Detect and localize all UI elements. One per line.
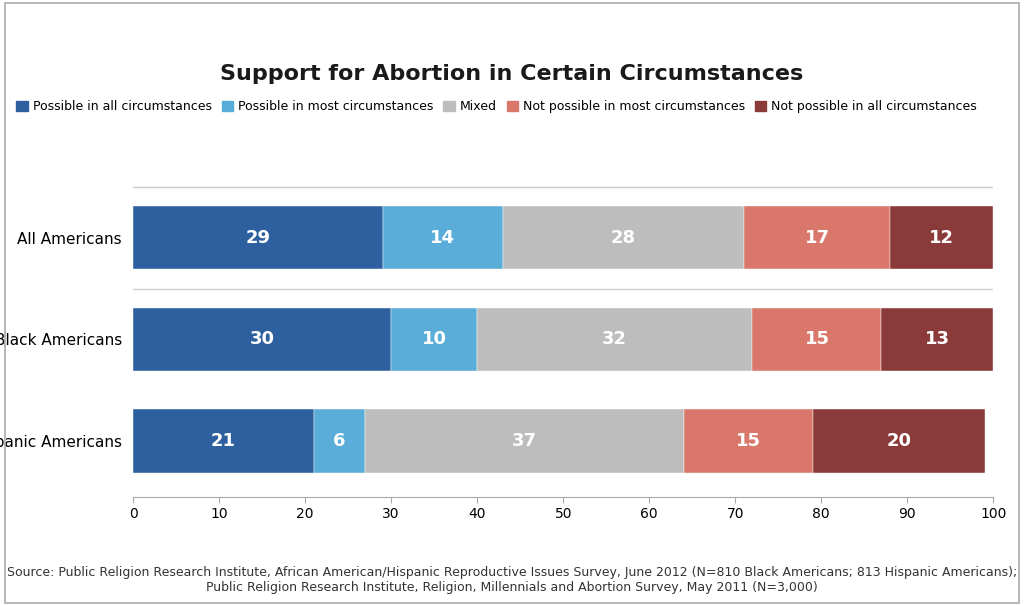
Bar [133, 410, 313, 473]
Bar [133, 206, 383, 269]
Bar [813, 410, 985, 473]
Text: 15: 15 [735, 432, 761, 450]
Text: 15: 15 [805, 330, 829, 348]
Bar [753, 308, 882, 371]
Text: 14: 14 [430, 228, 456, 247]
Text: 28: 28 [611, 228, 636, 247]
Bar [313, 410, 366, 473]
Text: 6: 6 [333, 432, 346, 450]
Text: Source: Public Religion Research Institute, African American/Hispanic Reproducti: Source: Public Religion Research Institu… [7, 566, 1017, 594]
Text: Support for Abortion in Certain Circumstances: Support for Abortion in Certain Circumst… [220, 64, 804, 84]
Text: 17: 17 [805, 228, 829, 247]
Text: 21: 21 [211, 432, 236, 450]
Bar [133, 308, 391, 371]
Bar [391, 308, 477, 371]
Text: 32: 32 [602, 330, 628, 348]
Text: 37: 37 [512, 432, 537, 450]
Text: 29: 29 [246, 228, 270, 247]
Text: 13: 13 [925, 330, 950, 348]
Bar [477, 308, 753, 371]
Bar [366, 410, 684, 473]
Bar [503, 206, 743, 269]
Bar [684, 410, 813, 473]
Bar [743, 206, 890, 269]
Bar [383, 206, 503, 269]
Text: 12: 12 [929, 228, 954, 247]
Text: 20: 20 [886, 432, 911, 450]
Bar [890, 206, 993, 269]
Text: 30: 30 [250, 330, 274, 348]
Text: 10: 10 [422, 330, 446, 348]
Legend: Possible in all circumstances, Possible in most circumstances, Mixed, Not possib: Possible in all circumstances, Possible … [16, 100, 977, 113]
Bar [882, 308, 993, 371]
